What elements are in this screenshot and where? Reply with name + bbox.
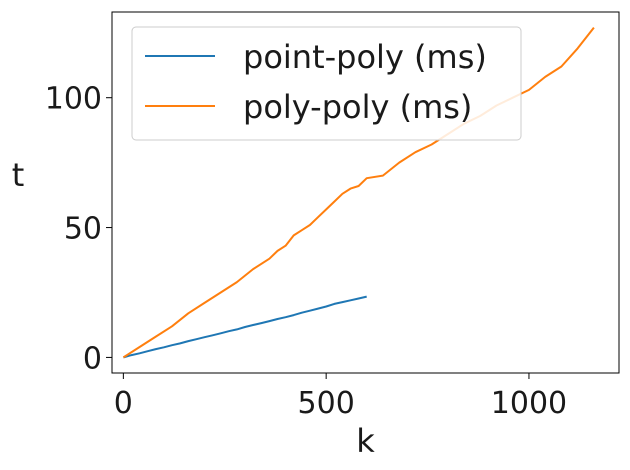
x-axis-label: k: [356, 422, 375, 460]
legend-label-point-poly: point-poly (ms): [243, 38, 487, 76]
legend-label-poly-poly: poly-poly (ms): [243, 88, 472, 126]
x-tick-label-0: 0: [114, 386, 133, 421]
x-tick-label-1: 500: [298, 386, 355, 421]
legend-box: [131, 26, 522, 141]
y-axis: 0 50 100: [45, 82, 112, 376]
x-axis: 0 500 1000: [114, 373, 567, 421]
y-tick-label-0: 0: [83, 341, 102, 376]
y-axis-label: t: [12, 156, 25, 194]
series-line-0: [123, 295, 367, 359]
plot-frame: [111, 11, 620, 374]
legend: point-poly (ms) poly-poly (ms): [131, 26, 522, 141]
y-tick-label-2: 100: [45, 82, 102, 117]
x-tick-label-2: 1000: [491, 386, 567, 421]
y-tick-label-1: 50: [64, 212, 102, 247]
